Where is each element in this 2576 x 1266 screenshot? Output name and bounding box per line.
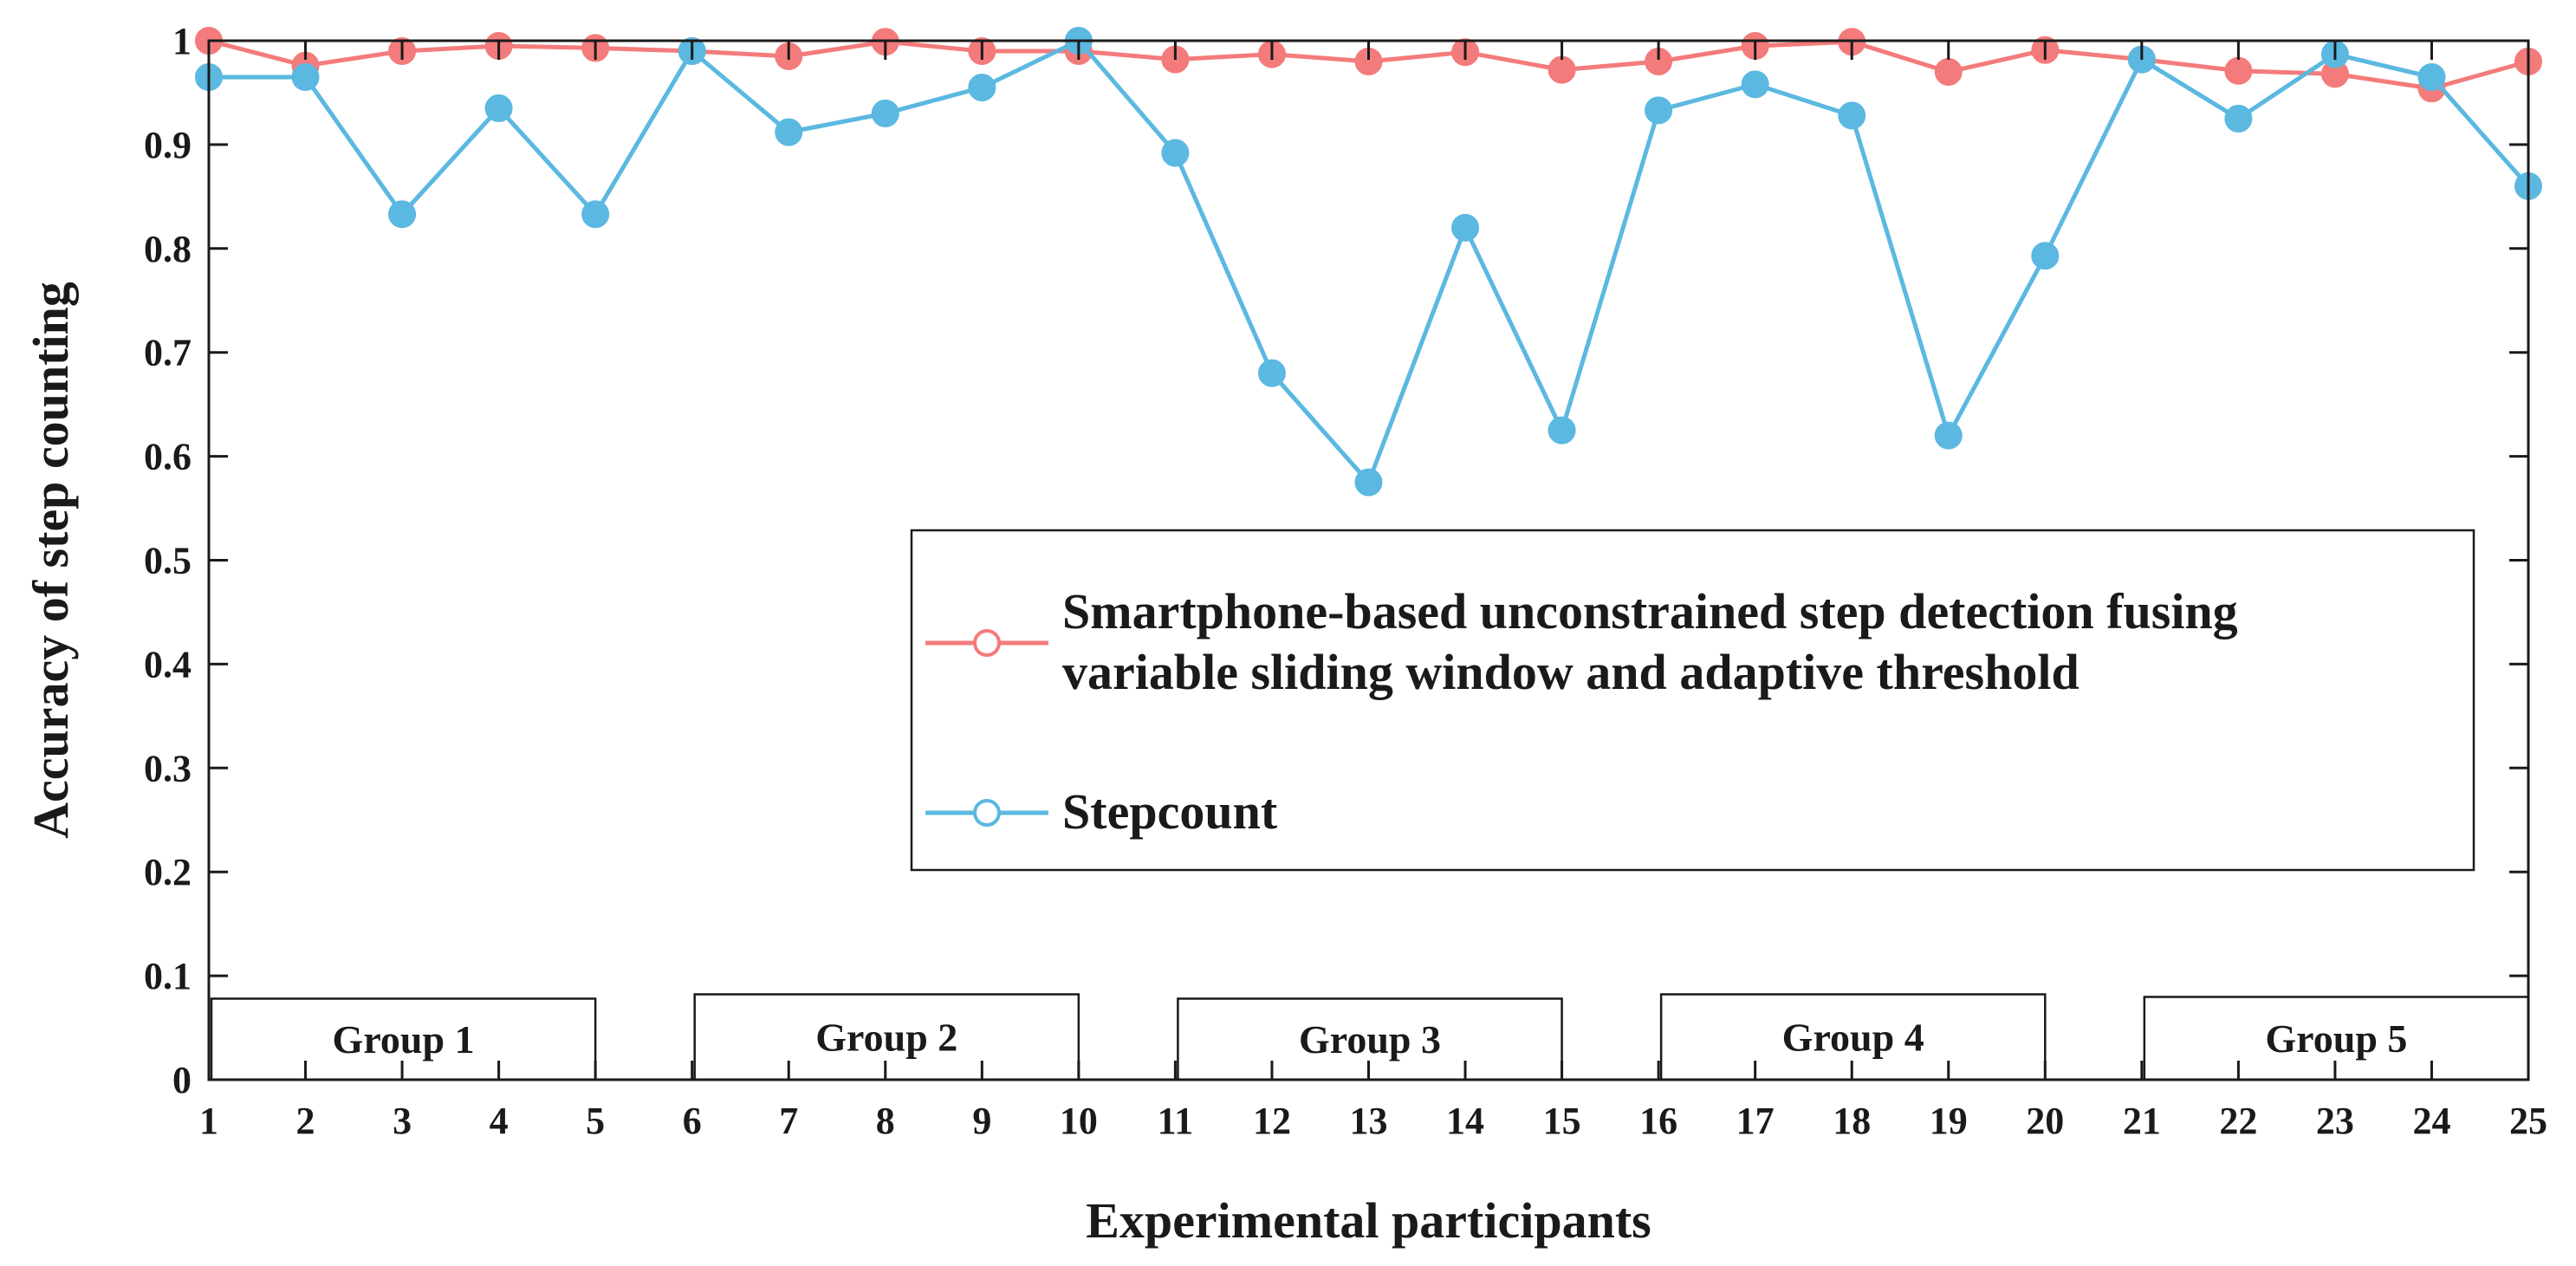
legend-swatch-marker: [973, 799, 1001, 827]
data-point: [1934, 421, 1963, 450]
y-tick-label: 0.4: [144, 643, 191, 685]
x-tick-label: 9: [972, 1100, 991, 1142]
legend-label: Smartphone-based unconstrained step dete…: [1062, 583, 2238, 639]
x-tick-label: 7: [779, 1100, 798, 1142]
y-tick-label: 0.8: [144, 228, 191, 270]
series-layer: [195, 27, 2542, 497]
data-point: [388, 200, 417, 229]
x-tick-label: 15: [1543, 1100, 1581, 1142]
legend-swatch-marker: [973, 629, 1001, 657]
x-tick-label: 21: [2123, 1100, 2161, 1142]
data-point: [1161, 139, 1190, 167]
data-point: [1548, 55, 1576, 84]
data-point: [1838, 101, 1866, 130]
y-tick-label: 0.7: [144, 332, 191, 374]
data-point: [2031, 242, 2060, 270]
data-point: [2224, 104, 2253, 133]
x-tick-label: 19: [1930, 1100, 1968, 1142]
x-tick-label: 3: [393, 1100, 412, 1142]
x-tick-label: 25: [2509, 1100, 2547, 1142]
data-point: [1934, 57, 1963, 86]
data-point: [968, 73, 996, 101]
x-tick-label: 20: [2026, 1100, 2064, 1142]
group-label: Group 4: [1782, 1016, 1924, 1060]
axis-ticks: 1 2 3 4 5 6 7 8 9 10 11 12 13 14 15 16 17 18 19 20 21 22 23 24 2…: [144, 20, 2547, 1142]
data-point: [2224, 56, 2253, 85]
x-tick-label: 22: [2219, 1100, 2257, 1142]
data-point: [581, 200, 610, 229]
x-tick-label: 10: [1060, 1100, 1098, 1142]
y-tick-label: 0.9: [144, 124, 191, 166]
x-tick-label: 23: [2316, 1100, 2354, 1142]
x-tick-label: 4: [490, 1100, 509, 1142]
x-tick-label: 24: [2412, 1100, 2450, 1142]
legend-label: variable sliding window and adaptive thr…: [1062, 644, 2080, 700]
group-label: Group 1: [333, 1017, 475, 1061]
group-boxes: Group 1 Group 2 Group 3 Group 4 Group 5: [210, 993, 2530, 1081]
data-point: [1257, 359, 1286, 387]
y-tick-label: 0.2: [144, 851, 191, 893]
data-point: [2417, 62, 2446, 91]
data-point: [1645, 96, 1673, 125]
x-tick-label: 2: [296, 1100, 315, 1142]
y-tick-label: 0.1: [144, 955, 191, 997]
data-point: [1354, 468, 1383, 497]
y-tick-label: 0: [172, 1059, 191, 1101]
group-label: Group 5: [2265, 1016, 2407, 1061]
x-tick-label: 5: [586, 1100, 605, 1142]
x-tick-label: 1: [199, 1100, 218, 1142]
x-tick-label: 12: [1253, 1100, 1291, 1142]
legend-label: Stepcount: [1062, 783, 1278, 840]
x-tick-label: 18: [1833, 1100, 1871, 1142]
y-tick-label: 0.6: [144, 436, 191, 478]
x-tick-label: 14: [1446, 1100, 1484, 1142]
data-point: [1741, 70, 1769, 99]
x-tick-label: 13: [1350, 1100, 1388, 1142]
data-point: [871, 99, 899, 127]
legend: Smartphone-based unconstrained step dete…: [910, 529, 2475, 872]
data-point: [1548, 416, 1576, 445]
legend-box: [910, 529, 2475, 872]
x-tick-label: 17: [1736, 1100, 1775, 1142]
data-point: [484, 94, 513, 122]
y-tick-label: 1: [172, 20, 191, 62]
x-tick-label: 16: [1639, 1100, 1677, 1142]
group-label: Group 3: [1299, 1017, 1441, 1061]
x-tick-label: 11: [1158, 1100, 1194, 1142]
data-point: [1451, 213, 1480, 242]
x-tick-label: 6: [683, 1100, 702, 1142]
y-tick-label: 0.5: [144, 540, 191, 582]
y-tick-label: 0.3: [144, 747, 191, 789]
x-axis-title: Experimental participants: [1086, 1192, 1651, 1249]
x-tick-label: 8: [876, 1100, 895, 1142]
y-axis-title: Accuracy of step counting: [23, 282, 79, 839]
data-point: [775, 118, 803, 146]
group-label: Group 2: [815, 1016, 957, 1060]
data-point: [291, 62, 320, 91]
series-line-1: [209, 38, 2530, 485]
